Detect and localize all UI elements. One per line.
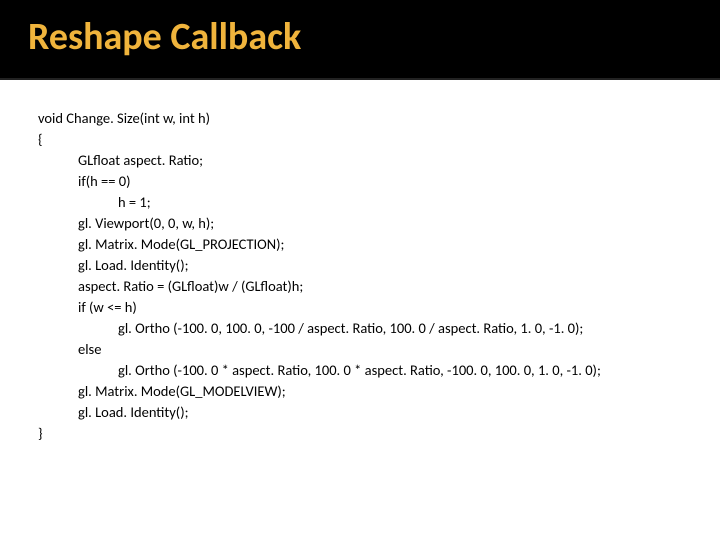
title-bar: Reshape Callback <box>0 0 720 80</box>
code-line: else <box>38 339 700 360</box>
code-line: if (w <= h) <box>38 297 700 318</box>
code-line: gl. Ortho (-100. 0, 100. 0, -100 / aspec… <box>38 318 700 339</box>
code-line: GLfloat aspect. Ratio; <box>38 150 700 171</box>
code-line: gl. Viewport(0, 0, w, h); <box>38 213 700 234</box>
code-line: { <box>38 129 700 150</box>
code-line: gl. Matrix. Mode(GL_MODELVIEW); <box>38 381 700 402</box>
code-line: } <box>38 423 700 444</box>
code-line: gl. Ortho (-100. 0 * aspect. Ratio, 100.… <box>38 360 700 381</box>
code-line: void Change. Size(int w, int h) <box>38 108 700 129</box>
code-line: h = 1; <box>38 192 700 213</box>
code-line: if(h == 0) <box>38 171 700 192</box>
code-line: aspect. Ratio = (GLfloat)w / (GLfloat)h; <box>38 276 700 297</box>
code-line: gl. Matrix. Mode(GL_PROJECTION); <box>38 234 700 255</box>
code-line: gl. Load. Identity(); <box>38 402 700 423</box>
code-line: gl. Load. Identity(); <box>38 255 700 276</box>
code-block: void Change. Size(int w, int h) { GLfloa… <box>0 80 720 464</box>
slide-title: Reshape Callback <box>28 14 700 60</box>
